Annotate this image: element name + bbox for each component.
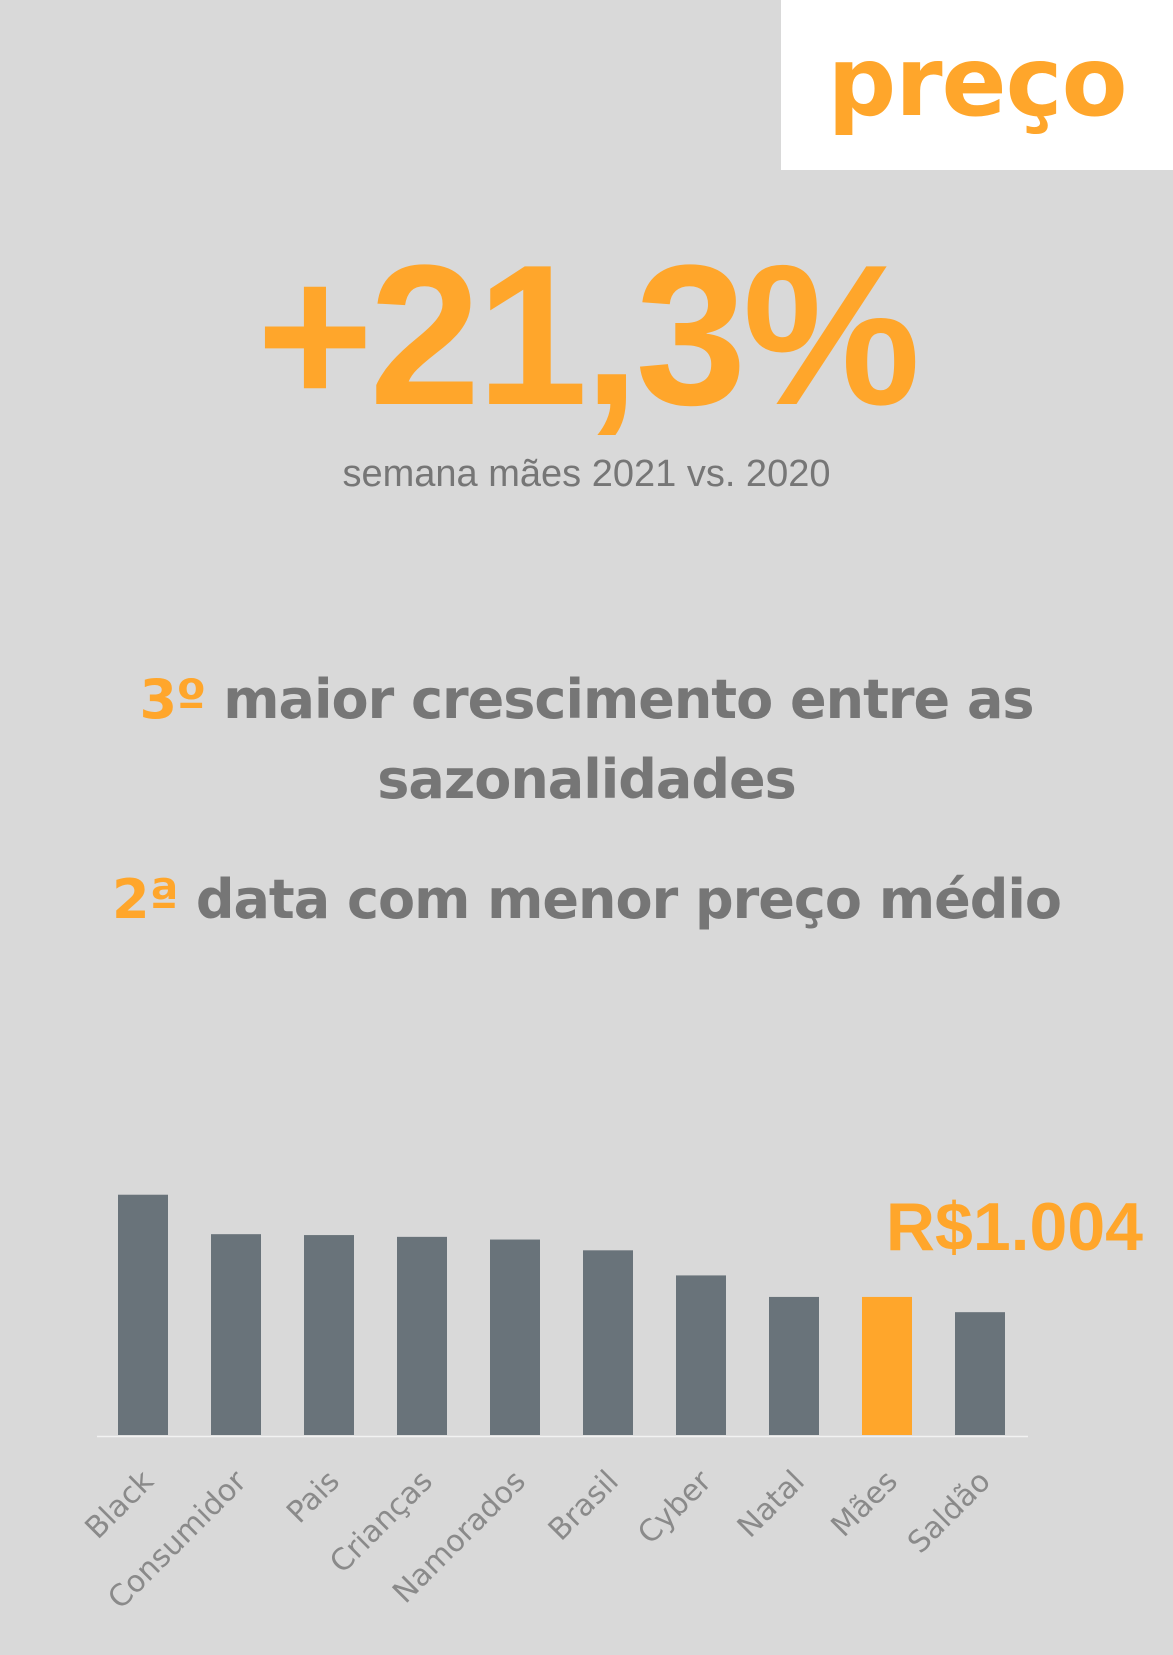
highlight-data-label: R$1.004: [886, 1189, 1143, 1265]
bar-5: [583, 1250, 633, 1435]
bar-6: [676, 1275, 726, 1435]
bar-4: [490, 1239, 540, 1435]
tick-label-8: Mães: [824, 1464, 904, 1544]
fact-price-rank-text: data com menor preço médio: [178, 868, 1062, 931]
tick-label-5: Brasil: [542, 1464, 626, 1548]
tick-label-7: Natal: [731, 1464, 812, 1545]
bar-0: [118, 1194, 168, 1435]
tick-label-9: Saldão: [901, 1464, 998, 1561]
tick-label-6: Cyber: [631, 1463, 719, 1551]
fact-growth-rank-number: 3º: [139, 668, 206, 731]
section-tag: preço: [827, 26, 1127, 138]
bar-2: [304, 1235, 354, 1435]
section-tag-box: preço: [781, 0, 1173, 170]
tick-label-0: Black: [79, 1463, 162, 1546]
bar-3: [397, 1236, 447, 1435]
fact-growth-rank: 3º maior crescimento entre as sazonalida…: [80, 660, 1093, 820]
bar-7: [769, 1296, 819, 1435]
fact-price-rank-number: 2ª: [112, 868, 179, 931]
bar-8: [862, 1296, 912, 1435]
growth-value: +21,3%: [256, 224, 921, 447]
growth-subtitle: semana mães 2021 vs. 2020: [342, 453, 831, 495]
tick-label-2: Pais: [280, 1464, 347, 1531]
fact-price-rank: 2ª data com menor preço médio: [80, 860, 1093, 940]
fact-growth-rank-text: maior crescimento entre as sazonalidades: [205, 668, 1034, 811]
bar-9: [955, 1312, 1005, 1435]
bar-1: [211, 1234, 261, 1435]
